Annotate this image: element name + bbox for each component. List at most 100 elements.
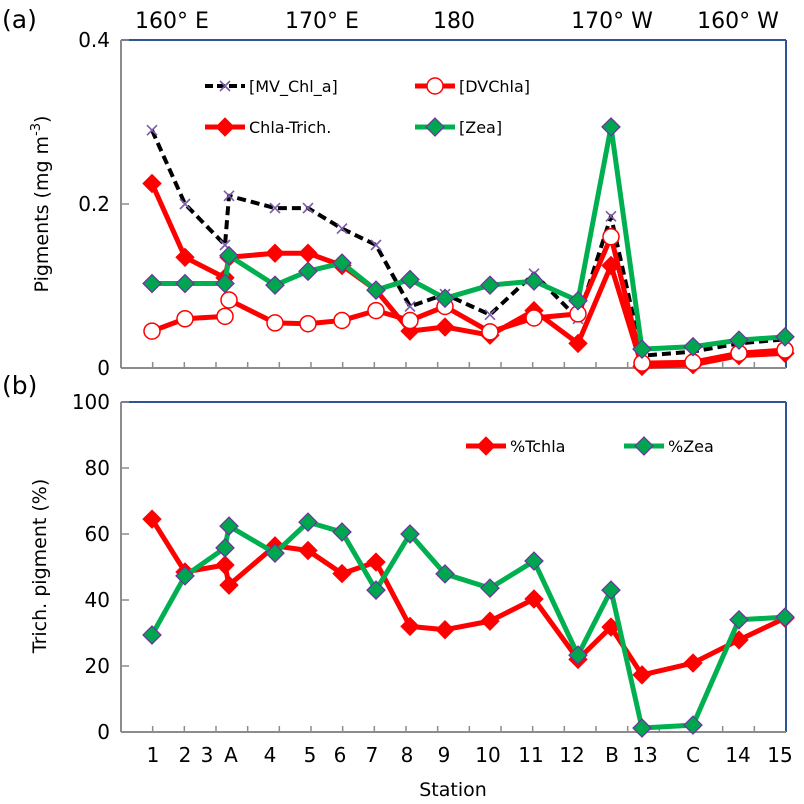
data-point: [219, 516, 239, 536]
panel-b-legend: %Tchla %Zea: [466, 436, 714, 456]
ylabel-tail: ): [31, 116, 53, 123]
data-point: [333, 311, 351, 330]
data-point: [142, 273, 162, 294]
data-point: [524, 551, 544, 571]
x-tick-label: B: [605, 743, 619, 767]
panel-label-a: (a): [2, 5, 37, 34]
x-tick-label: 11: [518, 743, 543, 767]
data-point: [480, 578, 500, 598]
data-point: [143, 322, 161, 340]
x-tick-label: 4: [264, 743, 277, 767]
series-line: [152, 124, 786, 352]
data-point: [269, 202, 281, 214]
data-point: [367, 301, 385, 320]
series-mv-chl-a: [146, 124, 791, 362]
data-point: [435, 619, 455, 640]
ylabel-main: Pigments (mg m: [31, 136, 53, 293]
panel-a-series: [142, 117, 795, 377]
data-point: [480, 275, 500, 296]
x-tick-label: 12: [559, 743, 584, 767]
data-point: [179, 198, 191, 210]
legend-marker: [215, 117, 235, 137]
panel-b-y-axis-title: Trich. pigment (%): [29, 479, 51, 654]
series-line: [149, 182, 786, 369]
panel-b-x-tick-labels: 1 2 3 A 4 5 6 7 8 9 10 11 12 B 13 C 14 15: [147, 743, 793, 767]
data-point: [215, 273, 235, 294]
lon-label: 170° E: [285, 9, 359, 34]
data-point: [298, 261, 318, 282]
data-point: [524, 271, 544, 291]
data-point: [176, 310, 194, 328]
y-tick-label: 0: [97, 720, 110, 744]
x-axis-title: Station: [419, 779, 487, 801]
x-tick-label: 10: [475, 743, 500, 767]
y-tick-label: 60: [85, 522, 110, 546]
y-tick-label: 0.2: [78, 192, 110, 216]
data-point: [632, 339, 652, 359]
data-point: [298, 512, 318, 532]
data-point: [216, 307, 234, 326]
data-point: [605, 210, 617, 222]
data-point: [729, 330, 749, 350]
y-tick-label: 100: [72, 390, 110, 414]
panel-b: 0 20 40 60 80 100 Trich. pigment (%) %Tchla %Z…: [29, 390, 795, 801]
data-point: [632, 718, 652, 738]
data-point: [525, 309, 543, 327]
ylabel-superscript: -3: [29, 123, 44, 136]
legend-item: [DVChla]: [415, 77, 530, 96]
legend-label: [MV_Chl_a]: [249, 77, 338, 97]
lon-label: 160° W: [697, 9, 779, 34]
data-point: [568, 645, 588, 665]
x-tick-label: 5: [304, 743, 317, 767]
panel-label-b: (b): [2, 371, 37, 400]
data-point: [219, 575, 239, 595]
data-point: [142, 625, 162, 645]
legend-item: Chla-Trich.: [205, 117, 331, 137]
panel-a-y-ticks: 0 0.2 0.4: [78, 28, 129, 380]
panel-b-y-ticks: 0 20 40 60 80 100: [72, 390, 129, 744]
data-point: [568, 333, 588, 354]
data-point: [366, 580, 386, 600]
data-point: [683, 336, 703, 357]
data-point: [142, 509, 162, 529]
panel-a-legend: [MV_Chl_a] Chla-Trich. [DVChla] [Zea]: [205, 77, 530, 137]
data-point: [215, 538, 235, 558]
data-point: [404, 300, 416, 313]
x-tick-label: 8: [401, 743, 414, 767]
y-tick-label: 0.4: [78, 28, 110, 52]
legend-item: [MV_Chl_a]: [205, 77, 338, 97]
x-tick-label: A: [224, 743, 238, 767]
legend-marker: [425, 117, 445, 137]
data-point: [435, 564, 455, 584]
data-point: [298, 243, 318, 263]
series-line: [149, 517, 787, 678]
data-point: [219, 245, 239, 266]
longitude-labels: 160° E 170° E 180 170° W 160° W: [135, 9, 779, 34]
data-point: [298, 540, 318, 561]
legend-item: %Tchla: [466, 436, 565, 456]
panel-b-series: [142, 509, 795, 738]
data-point: [299, 314, 317, 333]
data-point: [302, 202, 314, 214]
data-point: [684, 353, 702, 372]
data-point: [775, 326, 795, 347]
legend-marker: [476, 436, 496, 456]
data-point: [480, 611, 500, 631]
data-point: [336, 223, 348, 235]
x-tick-label: 1: [147, 743, 160, 767]
data-point: [220, 291, 238, 309]
legend-label: %Tchla: [510, 437, 565, 456]
data-point: [223, 190, 235, 202]
data-point: [332, 522, 352, 542]
x-tick-label: 6: [334, 743, 347, 767]
x-tick-label: 13: [632, 743, 657, 767]
legend-marker: [219, 80, 231, 92]
data-point: [400, 524, 420, 544]
legend-marker: [426, 77, 444, 95]
data-point: [435, 288, 455, 309]
x-tick-label: 15: [767, 743, 792, 767]
x-tick-label: 2: [179, 743, 192, 767]
lon-label: 160° E: [135, 9, 209, 34]
x-tick-label: C: [686, 743, 700, 767]
